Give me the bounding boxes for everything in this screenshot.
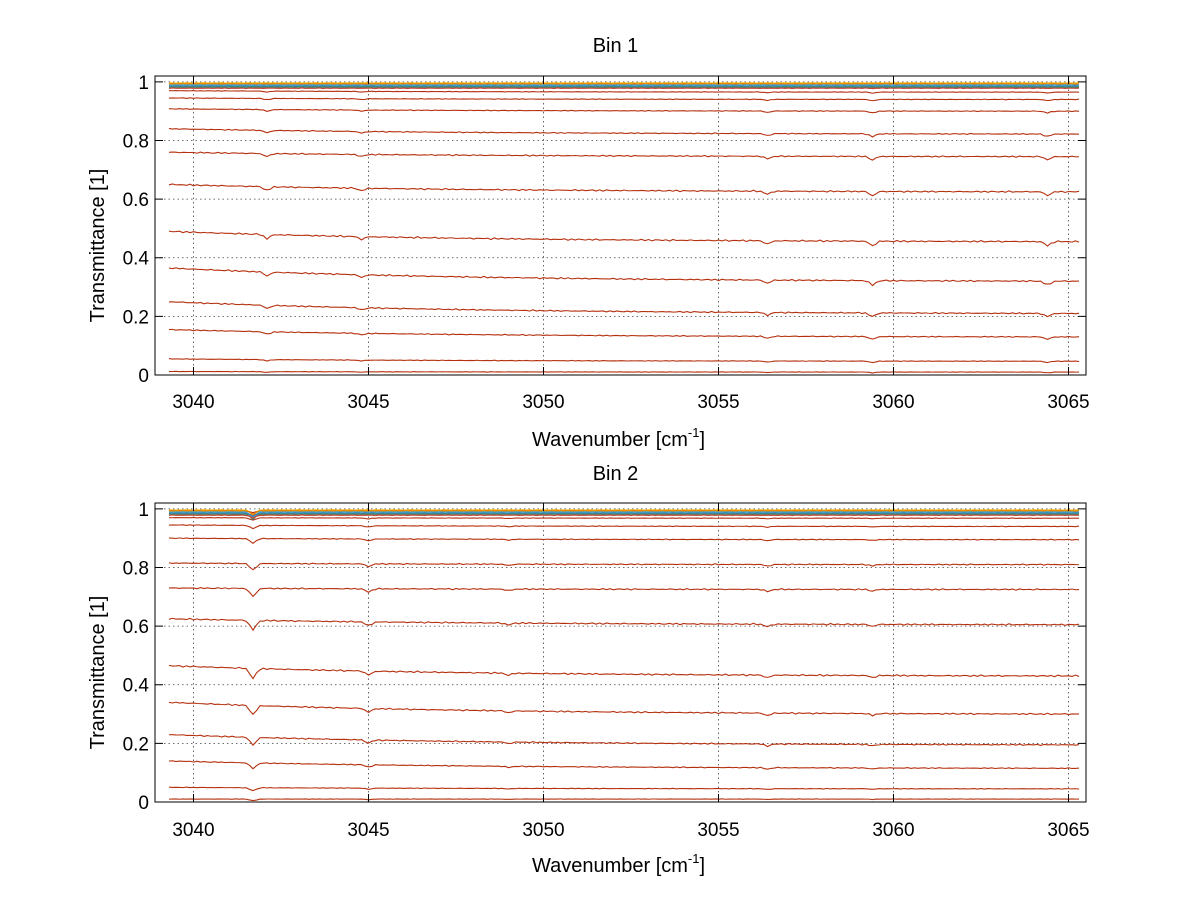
- x-tick-label: 3055: [697, 392, 739, 413]
- series-line: [168, 183, 1080, 197]
- y-axis-label: Transmittance [1]: [87, 169, 109, 323]
- y-tick-label: 0.4: [123, 676, 150, 697]
- x-tick-label: 3050: [522, 392, 564, 413]
- x-tick-label: 3050: [522, 820, 564, 841]
- x-tick-label: 3065: [1047, 392, 1089, 413]
- series-line-top: [168, 83, 1080, 86]
- x-tick-label: 3040: [172, 392, 214, 413]
- series-line: [168, 701, 1080, 717]
- series-line: [168, 358, 1080, 364]
- y-tick-label: 0.6: [123, 617, 149, 638]
- axes-box: [154, 502, 1087, 803]
- series-line: [168, 562, 1080, 571]
- series-line: [168, 516, 1080, 521]
- series-line: [168, 664, 1080, 680]
- y-tick-label: 0.2: [123, 734, 149, 755]
- series-line-top: [168, 514, 1080, 520]
- x-tick-label: 3060: [872, 820, 914, 841]
- series-line: [168, 108, 1080, 114]
- series-line-top: [168, 87, 1080, 90]
- y-tick-label: 0.8: [123, 131, 149, 152]
- y-tick-label: 0: [138, 366, 149, 387]
- series-line: [168, 734, 1080, 748]
- chart-title: Bin 1: [593, 35, 639, 57]
- x-tick-label: 3045: [347, 392, 389, 413]
- panel-bin-1: 3040 3045 3050 3055 3060 3065 0 0.2 0.4 0.6 0.8 1 Bi…: [87, 35, 1090, 451]
- plot-area: [155, 76, 1086, 375]
- series-line-top: [168, 513, 1080, 521]
- x-axis-label: Wavenumber [cm-1]: [532, 425, 705, 451]
- x-tick-label: 3065: [1047, 820, 1089, 841]
- series-line: [168, 786, 1080, 792]
- x-tick-label: 3060: [872, 392, 914, 413]
- series-line: [168, 617, 1080, 632]
- y-tick-label: 0.8: [123, 558, 149, 579]
- series-line-top: [168, 86, 1080, 89]
- series-line: [168, 586, 1080, 598]
- series-line-top: [168, 509, 1080, 517]
- series-line: [168, 301, 1080, 318]
- series-line: [168, 524, 1080, 530]
- series-line: [168, 151, 1080, 161]
- y-tick-label: 0.4: [123, 249, 150, 270]
- axes-box: [154, 75, 1087, 376]
- x-tick-label: 3045: [347, 820, 389, 841]
- plot-area: [155, 503, 1086, 802]
- series-line: [168, 267, 1080, 287]
- series-line: [168, 798, 1080, 802]
- series-line-top: [168, 82, 1080, 85]
- series-line: [168, 230, 1080, 247]
- series-line-top: [168, 511, 1080, 519]
- y-tick-label: 0.6: [123, 190, 149, 211]
- series-line: [168, 370, 1080, 374]
- series-line: [168, 97, 1080, 102]
- y-tick-label: 0: [138, 793, 149, 814]
- series-line: [168, 127, 1080, 138]
- x-tick-label: 3055: [697, 820, 739, 841]
- y-tick-label: 0.2: [123, 307, 149, 328]
- series-line-top: [168, 510, 1080, 516]
- chart-title: Bin 2: [593, 463, 639, 485]
- series-line: [168, 760, 1080, 770]
- y-axis-label: Transmittance [1]: [87, 596, 109, 750]
- series-line-top: [168, 84, 1080, 87]
- series-line: [168, 328, 1080, 340]
- y-tick-label: 1: [138, 73, 149, 94]
- series-line: [168, 89, 1080, 94]
- x-tick-label: 3040: [172, 820, 214, 841]
- panel-bin-2: 3040 3045 3050 3055 3060 3065 0 0.2 0.4 0.6 0.8 1 Bi…: [87, 463, 1090, 877]
- x-axis-label: Wavenumber [cm-1]: [532, 851, 705, 877]
- series-line: [168, 537, 1080, 545]
- y-tick-label: 1: [138, 500, 149, 521]
